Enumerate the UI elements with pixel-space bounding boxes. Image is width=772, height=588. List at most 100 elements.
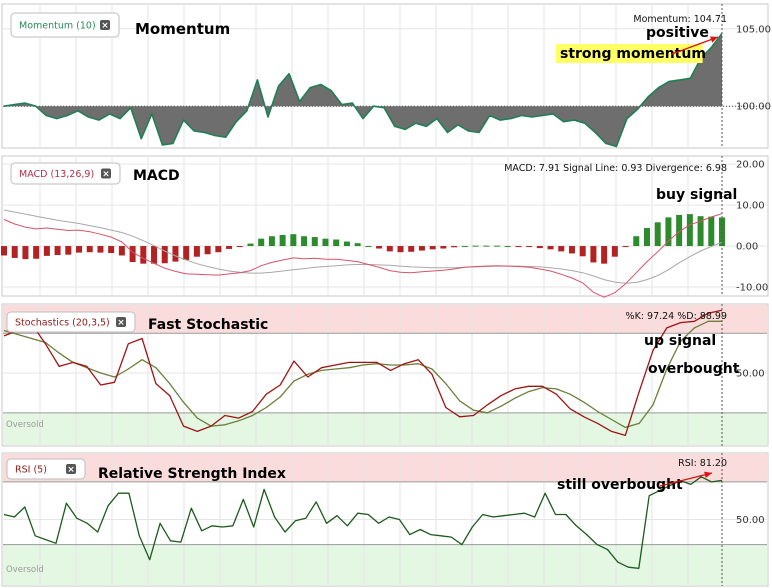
divergence-bar bbox=[622, 246, 629, 248]
rsi-point bbox=[638, 567, 640, 569]
stoch-k-point bbox=[168, 394, 170, 396]
macd-point bbox=[710, 216, 712, 218]
macd-point bbox=[3, 218, 5, 220]
momentum-point bbox=[172, 142, 174, 144]
rsi-point bbox=[253, 526, 255, 528]
rsi-point bbox=[554, 513, 556, 515]
divergence-bar bbox=[633, 236, 640, 247]
arrow-head bbox=[704, 471, 712, 478]
indicator-name: Stochastics (20,3,5) bbox=[15, 318, 110, 329]
momentum-point bbox=[636, 108, 638, 110]
chart-note: up signal bbox=[644, 333, 716, 349]
stoch-k-point bbox=[417, 359, 419, 361]
divergence-bar bbox=[568, 246, 575, 254]
momentum-point bbox=[393, 125, 395, 127]
macd-point bbox=[335, 258, 337, 260]
stoch-k-point bbox=[514, 388, 516, 390]
indicator-selector[interactable]: Stochastics (20,3,5) × bbox=[6, 311, 136, 333]
close-icon[interactable]: × bbox=[101, 168, 111, 180]
divergence-bar bbox=[526, 246, 533, 248]
stoch-k-point bbox=[127, 343, 129, 345]
rsi-point bbox=[117, 492, 119, 494]
svg-text:×: × bbox=[101, 21, 109, 31]
close-icon[interactable]: × bbox=[66, 464, 76, 475]
stoch-d-point bbox=[44, 341, 46, 343]
stoch-d-point bbox=[238, 420, 240, 422]
macd-point bbox=[217, 274, 219, 276]
rsi-point bbox=[492, 516, 494, 518]
indicator-badge[interactable] bbox=[6, 458, 86, 480]
y-tick-label: -10.00 bbox=[736, 282, 768, 293]
rsi-point bbox=[471, 526, 473, 528]
macd-point bbox=[324, 258, 326, 260]
indicator-badge[interactable] bbox=[10, 12, 120, 38]
y-tick-label: 105.00 bbox=[736, 24, 771, 35]
momentum-point bbox=[330, 90, 332, 92]
divergence-bar bbox=[193, 246, 200, 257]
macd-point bbox=[592, 291, 594, 293]
stoch-d-point bbox=[472, 409, 474, 411]
indicator-badge[interactable] bbox=[10, 162, 121, 185]
rsi-point bbox=[107, 504, 109, 506]
macd-point bbox=[367, 263, 369, 265]
stoch-k-point bbox=[251, 410, 253, 412]
macd-point bbox=[614, 292, 616, 294]
macd-point bbox=[528, 266, 530, 268]
rsi-point bbox=[690, 483, 692, 485]
stoch-d-point bbox=[693, 327, 695, 329]
momentum-point bbox=[668, 80, 670, 82]
macd-point bbox=[517, 265, 519, 267]
close-icon[interactable]: × bbox=[100, 20, 110, 31]
momentum-point bbox=[182, 119, 184, 121]
divergence-bar bbox=[1, 246, 7, 256]
stoch-d-point bbox=[500, 405, 502, 407]
rsi-point bbox=[325, 522, 327, 524]
rsi-point bbox=[648, 494, 650, 496]
rsi-point bbox=[76, 517, 78, 519]
stoch-k-point bbox=[362, 361, 364, 363]
macd-point bbox=[356, 260, 358, 262]
divergence-bar bbox=[258, 238, 265, 247]
macd-point bbox=[185, 273, 187, 275]
divergence-bar bbox=[268, 236, 275, 247]
momentum-point bbox=[341, 103, 343, 105]
stoch-d-point bbox=[99, 372, 101, 374]
stoch-d-point bbox=[486, 412, 488, 414]
indicator-readout: MACD: 7.91 Signal Line: 0.93 Divergence:… bbox=[504, 163, 727, 174]
macd-point bbox=[485, 265, 487, 267]
svg-text:×: × bbox=[102, 170, 110, 180]
divergence-bar bbox=[676, 214, 683, 247]
macd-point bbox=[442, 269, 444, 271]
momentum-point bbox=[320, 83, 322, 85]
indicator-selector[interactable]: RSI (5) × bbox=[6, 458, 86, 480]
close-icon[interactable]: × bbox=[116, 317, 126, 328]
momentum-point bbox=[66, 114, 68, 116]
macd-point bbox=[24, 226, 26, 228]
stoch-d-point bbox=[155, 367, 157, 369]
indicator-selector[interactable]: MACD (13,26,9) × bbox=[10, 162, 121, 185]
divergence-bar bbox=[579, 246, 586, 257]
momentum-point bbox=[277, 85, 279, 87]
rsi-point bbox=[388, 516, 390, 518]
stoch-d-point bbox=[362, 364, 364, 366]
stoch-k-point bbox=[334, 364, 336, 366]
momentum-point bbox=[214, 134, 216, 136]
indicator-badge[interactable] bbox=[6, 311, 136, 333]
macd-point bbox=[506, 265, 508, 267]
momentum-point bbox=[13, 103, 15, 105]
y-tick-label: 50.00 bbox=[736, 369, 765, 380]
macd-point bbox=[174, 270, 176, 272]
momentum-point bbox=[225, 136, 227, 138]
svg-text:×: × bbox=[117, 318, 125, 328]
rsi-point bbox=[617, 561, 619, 563]
stoch-d-line bbox=[3, 320, 722, 429]
macd-point bbox=[271, 261, 273, 263]
indicator-selector[interactable]: Momentum (10) × bbox=[10, 12, 120, 38]
momentum-point bbox=[45, 114, 47, 116]
rsi-point bbox=[606, 548, 608, 550]
macd-point bbox=[464, 266, 466, 268]
chart-note: strong momentum bbox=[560, 46, 706, 62]
rsi-point bbox=[523, 512, 525, 514]
macd-point bbox=[539, 268, 541, 270]
macd-point bbox=[228, 273, 230, 275]
